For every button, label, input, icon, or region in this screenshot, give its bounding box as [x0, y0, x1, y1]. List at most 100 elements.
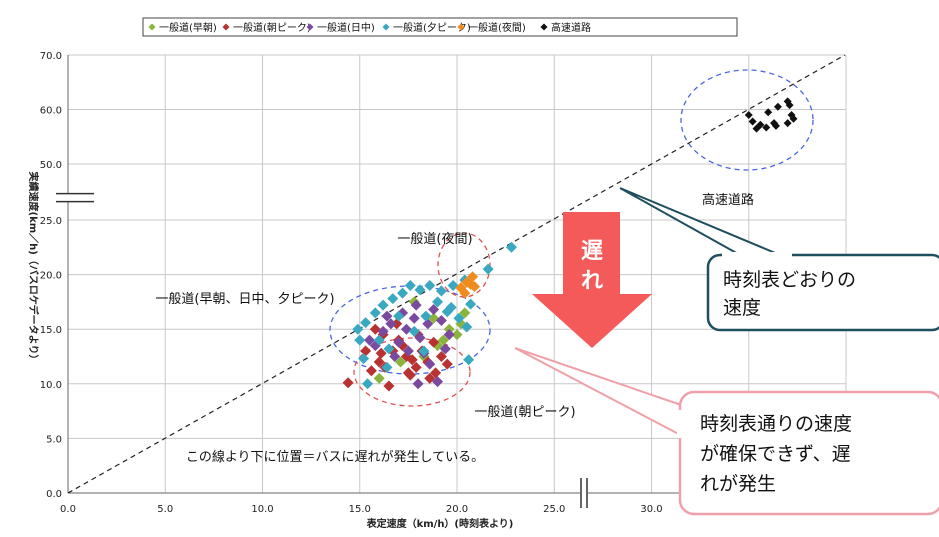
point-day [381, 310, 393, 322]
y-break-gap [56, 193, 94, 202]
point-day [432, 376, 444, 388]
point-evening [354, 334, 366, 346]
point-early [373, 372, 385, 384]
axis-breaks [56, 192, 588, 508]
reference-dashed-line [67, 54, 846, 494]
point-expressway [785, 101, 794, 110]
point-night [459, 287, 471, 299]
x-tick-label: 0.0 [60, 504, 76, 515]
point-peak [435, 351, 447, 362]
point-evening [360, 317, 372, 329]
point-day [412, 378, 424, 390]
point-evening [418, 345, 430, 357]
point-peak [365, 365, 377, 377]
callout1-text: 時刻表どおりの [723, 269, 856, 291]
annotation-label: 一般道(夜間) [397, 231, 472, 247]
y-axis-title: 実績速度(km／h)（バスロケデータより） [27, 172, 40, 365]
x-axis-title: 表定速度（km/h）(時刻表より) [366, 517, 514, 530]
annotation-label: 一般道(早朝、日中、夕ピーク) [155, 291, 334, 307]
red-arrow-shape [532, 212, 652, 348]
legend-label: 一般道(早朝) [159, 21, 217, 34]
delay-arrow: 遅れ [532, 212, 652, 348]
point-expressway [789, 114, 798, 123]
legend-label: 一般道(夜間) [468, 21, 526, 34]
point-evening [465, 298, 477, 310]
point-peak [375, 347, 387, 359]
point-early [459, 307, 471, 319]
legend: 一般道(早朝) 一般道(朝ピーク) 一般道(日中) 一般道(夕ピーク)一般道(夜間) 高… [142, 17, 738, 37]
point-expressway [748, 117, 757, 126]
reference-line [67, 54, 846, 494]
point-day [443, 329, 455, 341]
point-day [428, 304, 440, 316]
point-peak [383, 380, 395, 392]
arrow-label: 遅 [581, 239, 603, 264]
point-evening [461, 321, 473, 333]
point-night [467, 271, 479, 283]
point-day [402, 345, 414, 357]
callout2-text: 時刻表通りの速度 [700, 413, 852, 435]
point-evening [383, 343, 395, 355]
x-tick-label: 10.0 [251, 504, 273, 515]
point-day [385, 318, 397, 330]
callout2-join [677, 410, 684, 438]
point-peak [406, 354, 418, 366]
y-tick-label: 20.0 [40, 271, 62, 282]
point-day [422, 318, 434, 330]
legend-label: 高速道路 [551, 21, 591, 34]
point-peak [424, 372, 436, 384]
legend-label: 一般道(朝ピーク) [233, 21, 311, 34]
point-peak [373, 356, 385, 368]
point-day [389, 351, 401, 362]
y-tick-label: 60.0 [40, 106, 62, 117]
y-tick-label: 5.0 [46, 434, 62, 445]
point-day [363, 334, 375, 346]
point-evening [414, 284, 426, 296]
point-day [410, 299, 422, 311]
point-early [451, 329, 463, 341]
legend-label: 一般道(夕ピーク) [393, 21, 471, 34]
point-evening [397, 287, 409, 299]
tick-labels: 0.0 5.0 10.0 15.0 20.0 25.0 50.0 60.0 70.0 0.0 5.0… [40, 51, 663, 515]
point-evening [381, 361, 393, 373]
point-evening [441, 306, 453, 318]
point-evening [505, 241, 517, 253]
point-day [408, 312, 420, 324]
callout1-text: 速度 [723, 297, 761, 319]
point-expressway [771, 121, 780, 130]
point-evening [424, 280, 436, 292]
point-early [428, 312, 440, 324]
ellipse-morning-peak [353, 337, 471, 407]
point-evening [362, 378, 374, 390]
annotations: 一般道(夜間) 一般道(早朝、日中、夕ピーク) 一般道(朝ピーク) 高速道路この線より… [155, 192, 754, 465]
annotation-label: 高速道路 [702, 192, 754, 208]
ellipse-expressway [680, 69, 814, 171]
x-break-gap [580, 478, 588, 508]
point-evening [387, 293, 399, 305]
point-peak [430, 367, 442, 379]
point-day [393, 336, 405, 348]
annotation-label: 一般道(朝ピーク) [474, 404, 575, 420]
point-day [400, 323, 412, 335]
point-peak [369, 323, 381, 335]
point-night [465, 278, 477, 290]
point-evening [358, 353, 370, 365]
point-peak [410, 361, 422, 373]
point-expressway [756, 120, 765, 129]
y-tick-label: 50.0 [40, 160, 62, 171]
point-day [377, 325, 389, 337]
point-evening [453, 312, 465, 324]
point-expressway [764, 108, 773, 117]
point-evening [447, 280, 459, 292]
x-tick-label: 25.0 [543, 504, 565, 515]
point-early [437, 334, 449, 346]
point-evening [408, 325, 420, 337]
y-tick-label: 25.0 [40, 216, 62, 227]
point-evening [369, 307, 381, 319]
point-day [424, 358, 436, 370]
point-early [395, 356, 407, 368]
x-tick-label: 30.0 [640, 504, 662, 515]
legend-marker [222, 23, 230, 31]
point-evening [463, 354, 475, 366]
